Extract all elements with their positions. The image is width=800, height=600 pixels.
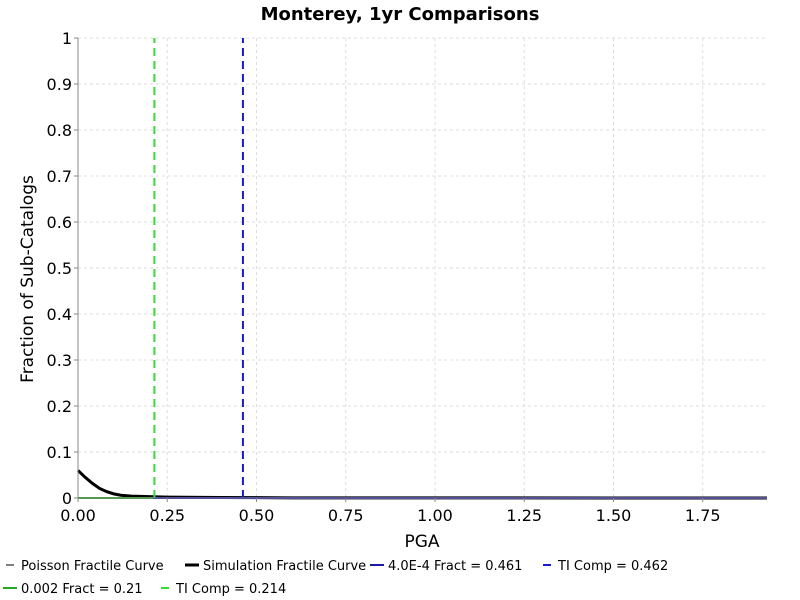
- x-tick-label: 0.75: [328, 506, 364, 525]
- y-tick-label: 0.9: [47, 75, 72, 94]
- x-axis-title: PGA: [404, 532, 439, 552]
- y-tick-label: 0.7: [47, 167, 72, 186]
- y-tick-label: 0.6: [47, 213, 72, 232]
- y-tick-label: 0.4: [47, 305, 72, 324]
- legend-label-4: TI Comp = 0.462: [557, 559, 668, 574]
- legend-label-6: TI Comp = 0.214: [175, 582, 286, 597]
- legend: Poisson Fractile Curve Simulation Fractil…: [3, 559, 668, 597]
- chart-title: Monterey, 1yr Comparisons: [261, 4, 540, 25]
- legend-label-1: Poisson Fractile Curve: [21, 559, 164, 574]
- legend-label-3: 4.0E-4 Fract = 0.461: [388, 559, 522, 574]
- y-tick-label: 0.1: [47, 443, 72, 462]
- x-tick-label: 0.50: [239, 506, 275, 525]
- axis-ticks: 0.00 0.25 0.50 0.75 1.00 1.25 1.50 1.75 0 0.1 0.2 0…: [47, 29, 721, 525]
- y-tick-label: 0.2: [47, 397, 72, 416]
- y-tick-label: 0: [62, 489, 72, 508]
- x-tick-label: 1.25: [506, 506, 542, 525]
- x-tick-label: 1.50: [596, 506, 632, 525]
- grid: [78, 37, 767, 498]
- y-axis-title: Fraction of Sub-Catalogs: [18, 175, 38, 383]
- x-tick-label: 0.25: [149, 506, 185, 525]
- x-tick-label: 0.00: [60, 506, 96, 525]
- y-tick-label: 0.3: [47, 351, 72, 370]
- x-tick-label: 1.75: [685, 506, 721, 525]
- legend-label-5: 0.002 Fract = 0.21: [21, 582, 143, 597]
- y-tick-label: 1: [62, 29, 72, 48]
- y-tick-label: 0.8: [47, 121, 72, 140]
- legend-label-2: Simulation Fractile Curve: [203, 559, 366, 574]
- x-tick-label: 1.00: [417, 506, 453, 525]
- y-tick-label: 0.5: [47, 259, 72, 278]
